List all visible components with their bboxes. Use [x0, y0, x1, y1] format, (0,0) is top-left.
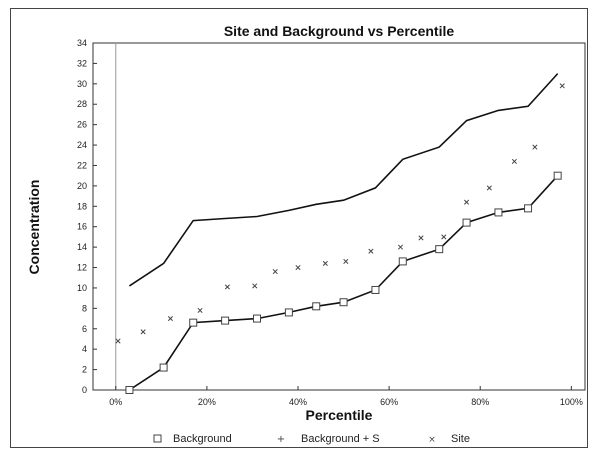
y-tick-label: 24 — [77, 140, 87, 150]
data-point-site — [140, 329, 146, 335]
data-point-background — [253, 314, 261, 323]
data-point-site — [272, 269, 278, 275]
y-tick-label: 26 — [77, 120, 87, 130]
data-point-background — [189, 318, 198, 327]
y-tick-label: 2 — [82, 365, 87, 375]
y-tick-label: 12 — [77, 263, 87, 273]
data-point-site — [252, 283, 258, 289]
y-tick-label: 4 — [82, 344, 87, 354]
data-point-background — [284, 308, 293, 317]
y-tick-label: 0 — [82, 385, 87, 395]
data-point-site — [486, 185, 492, 191]
data-point-stroke — [224, 284, 230, 290]
y-tick-label: 22 — [77, 160, 87, 170]
data-point-stroke — [252, 283, 258, 289]
y-tick-label: 18 — [77, 201, 87, 211]
data-point-site — [532, 144, 538, 150]
data-point-site — [197, 307, 203, 313]
legend-plus-marker: + — [277, 434, 285, 445]
data-point-background — [553, 171, 562, 180]
data-point-site — [295, 264, 301, 271]
data-point-background — [524, 204, 533, 213]
x-tick-label: 60% — [380, 397, 398, 407]
x-tick-label: 40% — [289, 397, 307, 407]
legend: Background + Background + S × Site — [153, 433, 470, 445]
series-line-background-s — [128, 73, 559, 287]
y-tick-label: 32 — [77, 58, 87, 68]
data-point-site — [224, 284, 230, 290]
data-point-stroke — [418, 235, 424, 241]
data-point-stroke — [464, 199, 470, 205]
y-tick-label: 6 — [82, 324, 87, 334]
legend-item-background: Background — [153, 433, 232, 445]
data-point-background — [435, 245, 444, 254]
x-tick-label: 80% — [471, 397, 489, 407]
y-tick-label: 28 — [77, 99, 87, 109]
y-tick-label: 30 — [77, 79, 87, 89]
y-tick-label: 10 — [77, 283, 87, 293]
data-point-stroke — [441, 234, 447, 240]
data-point-background — [339, 298, 348, 307]
legend-label-background: Background — [173, 433, 232, 445]
data-point-background — [159, 363, 168, 372]
data-point-site — [115, 338, 121, 344]
data-point-stroke — [167, 316, 173, 322]
data-point-site — [368, 248, 374, 254]
data-point-site — [322, 260, 328, 267]
data-point-site — [464, 199, 470, 205]
data-point-site — [167, 316, 173, 322]
data-point-background — [221, 316, 230, 325]
plot-border — [92, 42, 586, 391]
data-point-site — [397, 244, 404, 250]
data-point-site — [418, 235, 424, 241]
data-point-background — [398, 257, 407, 266]
data-point-background — [125, 386, 134, 394]
y-axis-title: Concentration — [26, 180, 42, 275]
data-point-site — [559, 83, 565, 89]
y-tick-label: 20 — [77, 181, 87, 191]
data-point-background — [462, 218, 471, 227]
legend-x-marker: × — [428, 435, 436, 445]
series-line-background — [128, 175, 559, 391]
y-tick-label: 8 — [82, 303, 87, 313]
legend-item-background-plus-s: + Background + S — [277, 433, 380, 445]
data-point-stroke — [295, 264, 301, 271]
legend-label-background-plus-s: Background + S — [301, 433, 380, 445]
chart-svg: Site and Background vs Percentile 024681… — [26, 23, 586, 445]
data-point-stroke — [511, 158, 517, 164]
y-tick-label: 34 — [77, 38, 87, 48]
data-point-stroke — [343, 258, 349, 264]
data-point-background — [371, 285, 380, 294]
data-point-stroke — [140, 329, 146, 335]
data-point-site — [441, 234, 447, 240]
data-point-site — [343, 258, 349, 264]
legend-square-marker — [153, 434, 162, 443]
x-tick-label: 0% — [109, 397, 122, 407]
y-tick-label: 16 — [77, 222, 87, 232]
data-point-stroke — [486, 185, 492, 191]
y-tick-label: 14 — [77, 242, 87, 252]
legend-item-site: × Site — [428, 433, 470, 445]
data-point-stroke — [397, 244, 404, 250]
x-tick-label: 20% — [198, 397, 216, 407]
data-point-stroke — [559, 83, 565, 89]
data-point-stroke — [368, 248, 374, 254]
data-point-stroke — [322, 260, 328, 267]
x-tick-label: 100% — [560, 397, 583, 407]
data-point-stroke — [197, 307, 203, 313]
chart-title: Site and Background vs Percentile — [224, 23, 455, 39]
data-point-stroke — [532, 144, 538, 150]
data-point-stroke — [115, 338, 121, 344]
x-axis-title: Percentile — [306, 407, 373, 423]
x-axis-ticks: 0% 20% 40% 60% 80% 100% — [109, 386, 583, 407]
plot-area — [92, 42, 586, 391]
data-point-background — [312, 302, 321, 311]
data-point-background — [494, 208, 503, 217]
legend-label-site: Site — [451, 433, 470, 445]
data-point-stroke — [272, 269, 278, 275]
data-point-site — [511, 158, 517, 164]
series-layer — [115, 73, 565, 394]
